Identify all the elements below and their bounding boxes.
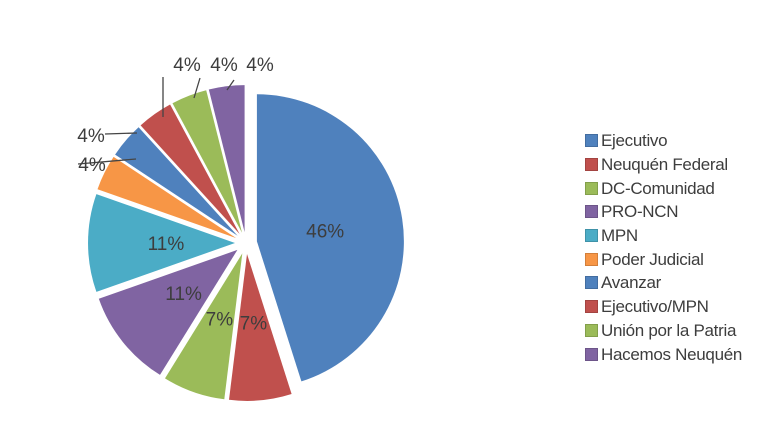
pie-slice-9: [172, 90, 242, 233]
legend-item-6: Poder Judicial: [585, 247, 742, 271]
legend-swatch: [585, 252, 598, 266]
legend-label: DC-Comunidad: [601, 178, 715, 198]
legend-item-10: Hacemos Neuquén: [585, 342, 742, 366]
legend-label: Ejecutivo/MPN: [601, 297, 709, 317]
legend-label: PRO-NCN: [601, 202, 679, 222]
legend-swatch: [585, 205, 598, 219]
pie-data-label: 7%: [206, 310, 234, 331]
pie-data-label: 7%: [240, 314, 268, 335]
legend-swatch: [585, 276, 598, 290]
legend-swatch: [585, 323, 598, 337]
legend-item-2: Neuquén Federal: [585, 153, 742, 177]
legend-label: Ejecutivo: [601, 131, 668, 151]
legend-label: Avanzar: [601, 273, 661, 293]
legend-label: Unión por la Patria: [601, 320, 737, 340]
pie-data-label: 11%: [165, 284, 202, 305]
pie-data-label: 4%: [210, 55, 238, 76]
legend-swatch: [585, 181, 598, 195]
pie-slice-5: [88, 194, 235, 292]
pie-slice-1: [256, 94, 404, 382]
pie-slice-8: [140, 104, 240, 234]
pie-chart: 46% 7% 7% 11% 11% 4% 4% 4% 4% 4%: [77, 55, 404, 401]
legend-swatch: [585, 229, 598, 243]
legend-label: Neuquén Federal: [601, 155, 728, 175]
legend-item-4: PRO-NCN: [585, 200, 742, 224]
pie-data-label: 11%: [148, 234, 185, 255]
pie-data-label: 46%: [306, 222, 344, 243]
pie-slice-7: [115, 127, 238, 236]
label-leader-line: [193, 77, 201, 99]
legend-swatch: [585, 347, 598, 361]
pie-slice-6: [97, 156, 237, 239]
pie-plot-area: 46%7%7%11%11%4%4%4% 4% 4%: [77, 55, 404, 401]
pie-data-label: 4%: [78, 155, 106, 176]
legend-item-9: Unión por la Patria: [585, 319, 742, 343]
legend-swatch: [585, 300, 598, 314]
legend-item-8: Ejecutivo/MPN: [585, 295, 742, 319]
legend-label: Hacemos Neuquén: [601, 344, 743, 364]
legend-swatch: [585, 134, 598, 148]
pie-data-label: 4%: [173, 55, 201, 76]
pie-slice-10: [208, 85, 245, 233]
label-leader-line: [77, 158, 137, 165]
pie-slice-3: [165, 253, 243, 400]
label-leader-line: [226, 79, 235, 91]
legend-item-3: DC-Comunidad: [585, 176, 742, 200]
legend-item-7: Avanzar: [585, 271, 742, 295]
pie-data-label: 4%: [246, 55, 274, 76]
legend-item-1: Ejecutivo: [585, 129, 742, 153]
chart-legend: Ejecutivo Neuquén Federal DC-Comunidad PRO-…: [585, 129, 742, 366]
legend-swatch: [585, 158, 598, 172]
legend-label: MPN: [601, 226, 638, 246]
pie-data-label: 4%: [77, 126, 105, 147]
label-leader-line: [104, 132, 138, 135]
pie-slice-4: [98, 249, 238, 375]
legend-item-5: MPN: [585, 224, 742, 248]
pie-slice-2: [229, 254, 292, 401]
legend-label: Poder Judicial: [601, 249, 704, 269]
